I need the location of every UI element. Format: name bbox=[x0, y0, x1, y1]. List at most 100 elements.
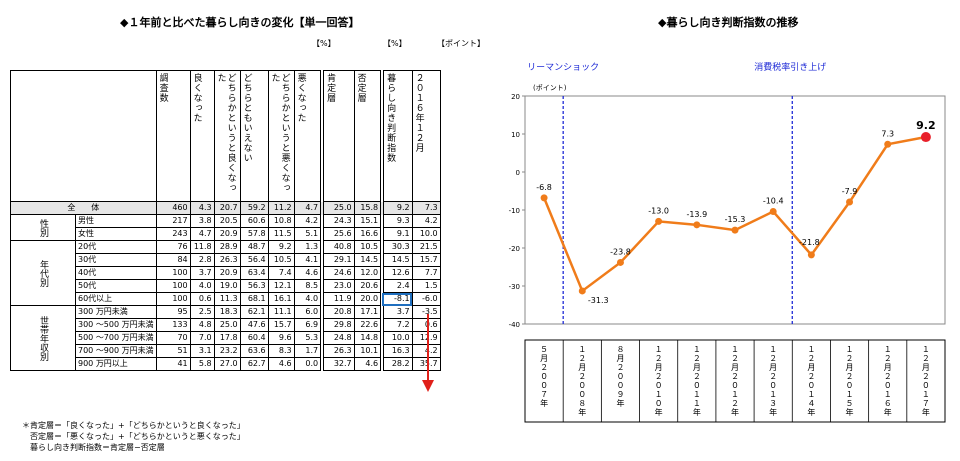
table-cell: 2.4 bbox=[380, 279, 413, 293]
table-cell: 12.0 bbox=[353, 266, 383, 280]
table-cell: 19.0 bbox=[213, 279, 241, 293]
table-cell: 3.1 bbox=[189, 344, 215, 358]
table-cell: 10.1 bbox=[353, 344, 383, 358]
table-row: 700 ～900 万円未満 51 3.1 23.2 63.6 8.3 1.7 26.3 10.1… bbox=[11, 344, 441, 358]
table-cell: 26.3 bbox=[320, 344, 355, 358]
table-row: 40代 100 3.7 20.9 63.4 7.4 4.6 24.6 12.0 12.6 7.7 bbox=[11, 266, 441, 280]
row-label: 50代 bbox=[75, 279, 157, 293]
table-cell: 15.7 bbox=[267, 318, 295, 332]
note-2: 否定層＝「悪くなった」+「どちらかというと悪くなった」 bbox=[30, 432, 245, 441]
x-tick-label: １２月２０１７年 bbox=[921, 345, 930, 417]
table-cell: 17.8 bbox=[213, 331, 241, 345]
table-cell: 2.8 bbox=[189, 253, 215, 267]
table-cell: 7.7 bbox=[411, 266, 441, 280]
table-row: 年代別 20代 76 11.8 28.9 48.7 9.2 1.3 40.8 10.5 30.3 21… bbox=[10, 240, 441, 306]
table-cell: 9.6 bbox=[267, 331, 295, 345]
table-cell: 3.7 bbox=[189, 266, 215, 280]
table-row: 女性 243 4.7 20.9 57.8 11.5 5.1 25.6 16.6 9.1 10.0 bbox=[11, 227, 441, 241]
table-cell: 29.1 bbox=[320, 253, 355, 267]
table-cell: 30.3 bbox=[380, 240, 413, 254]
table-cell: 0.0 bbox=[293, 357, 323, 371]
data-point bbox=[769, 208, 777, 216]
table-row: 900 万円以上415.827.062.74.60.032.74.628.235… bbox=[11, 357, 441, 371]
data-label: -31.3 bbox=[588, 296, 609, 305]
table-cell: 20.8 bbox=[320, 305, 355, 319]
data-label: -21.8 bbox=[799, 238, 820, 247]
table-cell: 40.8 bbox=[320, 240, 355, 254]
table-cell: 1.3 bbox=[293, 240, 323, 254]
table-cell: 10.0 bbox=[380, 331, 413, 345]
table-cell: 16.3 bbox=[380, 344, 413, 358]
notes: ＊肯定層＝「良くなった」+「どちらかというと良くなった」 否定層＝「悪くなった」… bbox=[22, 420, 245, 453]
table-cell: 10.0 bbox=[411, 227, 441, 241]
table-cell: 243 bbox=[155, 227, 191, 241]
table-cell: 17.1 bbox=[353, 305, 383, 319]
column-header: どちらかというと良くなった bbox=[215, 73, 236, 193]
table-cell: 27.0 bbox=[213, 357, 241, 371]
table-cell: 15.1 bbox=[353, 214, 383, 228]
x-tick-label: ８月２００９年 bbox=[616, 345, 625, 408]
x-tick-label: １２月２０１６年 bbox=[883, 345, 892, 417]
row-label: 全 体 bbox=[10, 201, 157, 215]
table-cell: 9.2 bbox=[380, 201, 413, 215]
table-cell: 11.9 bbox=[320, 292, 355, 306]
table-cell: -8.1 bbox=[380, 292, 413, 306]
table-cell: 15.8 bbox=[353, 201, 383, 215]
data-label: -15.3 bbox=[725, 215, 746, 224]
table-cell: 4.1 bbox=[293, 253, 323, 267]
table-cell: 11.3 bbox=[213, 292, 241, 306]
table-row: 60代以上 100 0.6 11.3 68.1 16.1 4.0 11.9 20.0 -8.1 -6… bbox=[11, 292, 441, 306]
data-point bbox=[655, 217, 663, 225]
data-point bbox=[884, 140, 892, 148]
table-cell: 25.6 bbox=[320, 227, 355, 241]
table-cell: 7.4 bbox=[267, 266, 295, 280]
table-cell: 11.8 bbox=[189, 240, 215, 254]
table-cell: 57.8 bbox=[239, 227, 269, 241]
table-cell: 11.5 bbox=[267, 227, 295, 241]
table-row: 世帯年収別 300 万円未満 95 2.5 18.3 62.1 11.1 6.0 20.8 17.… bbox=[10, 305, 441, 371]
y-tick-label: -40 bbox=[509, 321, 520, 329]
group-label: 性別 bbox=[10, 214, 76, 241]
table-cell: 11.1 bbox=[267, 305, 295, 319]
column-header: 暮らし向き判断指数 bbox=[385, 73, 396, 163]
table-cell: 14.5 bbox=[353, 253, 383, 267]
table-row: 30代 84 2.8 26.3 56.4 10.5 4.1 29.1 14.5 14.5 15.7 bbox=[11, 253, 441, 267]
y-tick-label: -10 bbox=[509, 207, 520, 215]
table-cell: 18.3 bbox=[213, 305, 241, 319]
unit-percent-1: 【%】 bbox=[312, 39, 336, 48]
table-cell: 20.7 bbox=[213, 201, 241, 215]
table-cell: 59.2 bbox=[239, 201, 269, 215]
table-cell: 20.9 bbox=[213, 227, 241, 241]
annotation-label: リーマンショック bbox=[527, 62, 599, 73]
table-cell: 62.7 bbox=[239, 357, 269, 371]
table-cell: 4.6 bbox=[267, 357, 295, 371]
table-cell: 217 bbox=[155, 214, 191, 228]
table-cell: 9.2 bbox=[267, 240, 295, 254]
table-cell: 9.3 bbox=[380, 214, 413, 228]
table-cell: 68.1 bbox=[239, 292, 269, 306]
table-cell: 4.7 bbox=[189, 227, 215, 241]
x-tick-label: １２月２０１４年 bbox=[807, 345, 816, 417]
table-cell: 10.5 bbox=[267, 253, 295, 267]
table-cell: 4.2 bbox=[411, 214, 441, 228]
table-cell: 23.0 bbox=[320, 279, 355, 293]
table-cell: 8.5 bbox=[293, 279, 323, 293]
column-header: 否定層 bbox=[355, 73, 366, 103]
x-tick-label: １２月２０１０年 bbox=[654, 345, 663, 417]
row-label: 900 万円以上 bbox=[75, 357, 157, 371]
table-row: 性別 男性 217 3.8 20.5 60.6 10.8 4.2 24.3 15.1 9.3 4.2 bbox=[10, 214, 441, 241]
table-cell: 20.9 bbox=[213, 266, 241, 280]
table-cell: 15.7 bbox=[411, 253, 441, 267]
note-3: 暮らし向き判断指数＝肯定層−否定層 bbox=[30, 443, 165, 452]
table-cell: 4.6 bbox=[353, 357, 383, 371]
row-label: 300 ～500 万円未満 bbox=[75, 318, 157, 332]
table-cell: 100 bbox=[155, 292, 191, 306]
table-cell: 70 bbox=[155, 331, 191, 345]
table-cell: 460 bbox=[155, 201, 191, 215]
row-label: 500 ～700 万円未満 bbox=[75, 331, 157, 345]
table-cell: 24.6 bbox=[320, 266, 355, 280]
table-cell: 6.0 bbox=[293, 305, 323, 319]
row-label: 20代 bbox=[75, 240, 157, 254]
table-cell: 2.5 bbox=[189, 305, 215, 319]
chart-title: ◆暮らし向き判断指数の推移 bbox=[658, 16, 799, 29]
